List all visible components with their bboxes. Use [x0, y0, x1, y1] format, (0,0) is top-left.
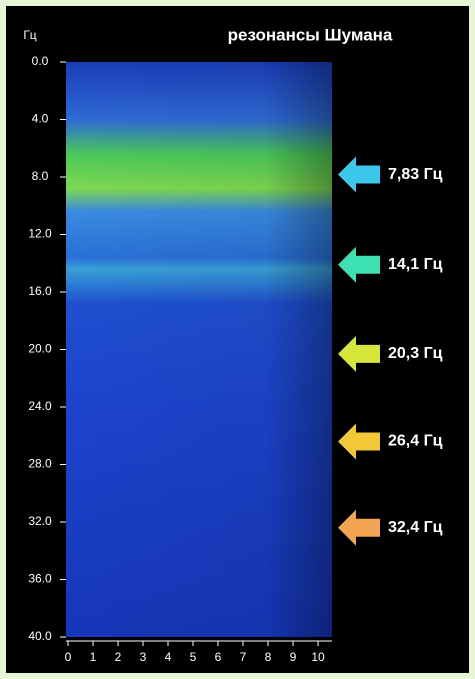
y-tick-label: 8.0 [32, 169, 49, 183]
x-tick-label: 9 [290, 650, 297, 664]
x-tick-label: 7 [240, 650, 247, 664]
y-tick-label: 20.0 [28, 342, 52, 356]
y-axis-label: Гц [23, 28, 36, 42]
y-tick-label: 4.0 [32, 112, 49, 126]
arrow-label: 26,4 Гц [388, 433, 443, 450]
y-tick-label: 36.0 [28, 572, 52, 586]
y-tick-label: 40.0 [28, 629, 52, 643]
x-tick-label: 5 [190, 650, 197, 664]
y-tick-label: 28.0 [28, 457, 52, 471]
arrow [338, 156, 380, 193]
y-tick-label: 24.0 [28, 399, 52, 413]
y-tick-label: 16.0 [28, 284, 52, 298]
x-tick-label: 2 [115, 650, 122, 664]
y-tick-label: 0.0 [32, 54, 49, 68]
spectrogram-shade [66, 62, 332, 637]
arrow [338, 509, 380, 546]
arrow [338, 246, 380, 283]
arrow [338, 423, 380, 460]
x-tick-label: 3 [140, 650, 147, 664]
chart-title: резонансы Шумана [228, 25, 393, 44]
x-tick-label: 10 [311, 650, 325, 664]
arrow-label: 20,3 Гц [388, 345, 443, 362]
x-tick-label: 8 [265, 650, 272, 664]
arrow-label: 7,83 Гц [388, 166, 443, 183]
x-tick-label: 0 [65, 650, 72, 664]
y-tick-label: 32.0 [28, 514, 52, 528]
y-tick-label: 12.0 [28, 227, 52, 241]
x-tick-label: 6 [215, 650, 222, 664]
x-tick-label: 1 [90, 650, 97, 664]
arrow-label: 32,4 Гц [388, 519, 443, 536]
arrow-label: 14,1 Гц [388, 256, 443, 273]
plot-area [66, 62, 332, 637]
x-tick-label: 4 [165, 650, 172, 664]
arrow [338, 335, 380, 372]
